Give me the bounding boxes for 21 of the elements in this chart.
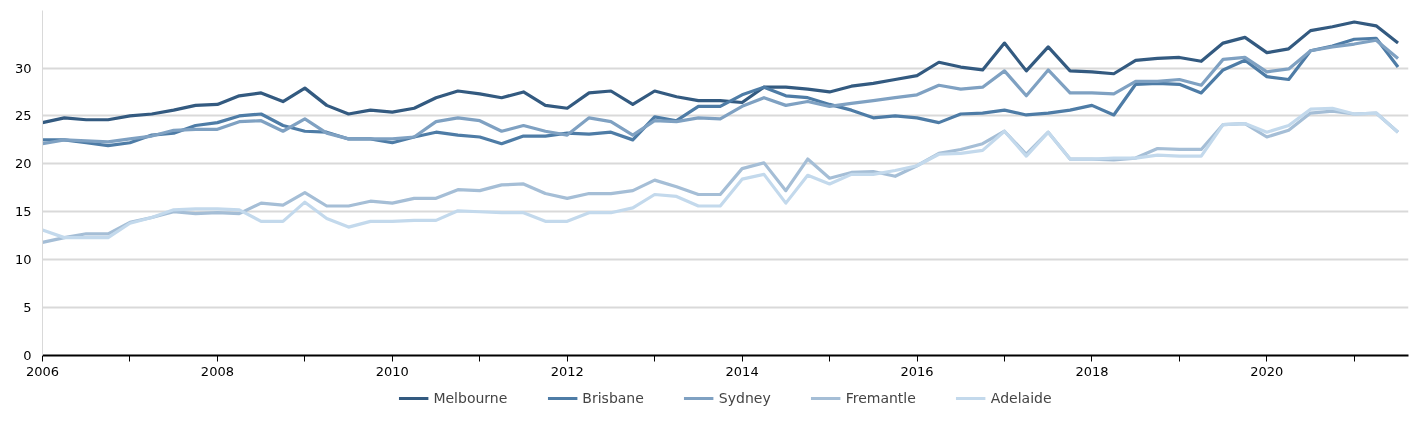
legend-label: Sydney xyxy=(718,390,771,406)
y-tick-label: 30 xyxy=(14,60,32,76)
y-tick-label: 0 xyxy=(23,348,32,363)
y-tick-label: 5 xyxy=(23,300,32,316)
x-tick-label: 2006 xyxy=(25,363,60,379)
x-tick-label: 2016 xyxy=(900,363,934,379)
x-tick-label: 2012 xyxy=(550,363,584,379)
y-tick-label: 10 xyxy=(14,252,32,268)
legend-label: Fremantle xyxy=(845,390,916,406)
y-tick-label: 15 xyxy=(14,204,32,220)
y-tick-label: 20 xyxy=(14,156,32,172)
x-tick-label: 2020 xyxy=(1250,363,1284,379)
legend-label: Adelaide xyxy=(990,390,1052,406)
x-tick-label: 2014 xyxy=(725,363,759,379)
legend-label: Melbourne xyxy=(433,390,508,406)
y-tick-label: 25 xyxy=(14,108,32,124)
x-tick-label: 2008 xyxy=(200,363,234,379)
legend-label: Brisbane xyxy=(582,390,644,406)
x-tick-label: 2018 xyxy=(1075,363,1109,379)
line-series xyxy=(42,20,1400,125)
x-tick-label: 2010 xyxy=(375,363,409,379)
